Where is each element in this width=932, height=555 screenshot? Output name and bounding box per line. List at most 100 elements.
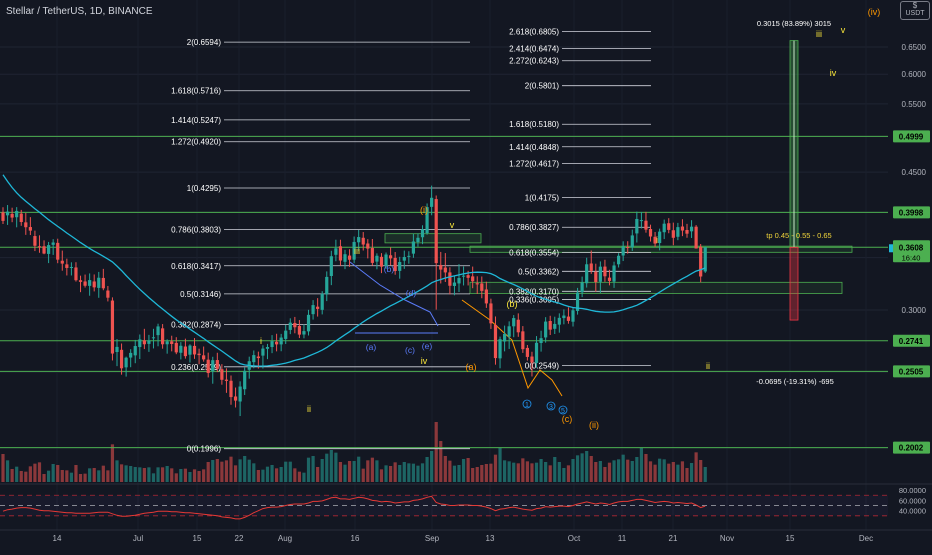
candle-body — [352, 241, 356, 260]
volume-bar — [703, 467, 707, 482]
volume-bar — [425, 457, 429, 482]
volume-bar — [83, 473, 87, 482]
level-tag-0: 0.4999 — [899, 132, 924, 141]
candle-body — [142, 340, 146, 345]
volume-bar — [56, 465, 60, 482]
candle-body — [92, 281, 96, 288]
zone-box-support — [469, 281, 843, 294]
volume-bar — [133, 467, 137, 482]
volume-bar — [101, 465, 105, 482]
y-tick-label-1: 0.6000 — [902, 70, 927, 79]
candle-body — [233, 396, 238, 401]
volume-bar — [110, 444, 115, 482]
fib1-label-0: 2(0.6594) — [187, 38, 222, 47]
candle-body — [311, 305, 315, 315]
candle-body — [525, 347, 529, 357]
candle-body — [297, 325, 301, 335]
sub-wave-circle-1 — [546, 401, 556, 411]
candle-body — [47, 245, 51, 254]
x-tick-label-8: Oct — [568, 534, 581, 543]
candle-body — [667, 223, 671, 230]
candle-body — [594, 271, 598, 283]
candle-body — [74, 267, 78, 281]
candle-body — [338, 246, 343, 261]
volume-bar — [370, 457, 374, 482]
y-tick-label-0: 0.6500 — [902, 43, 927, 52]
volume-bar — [575, 455, 580, 482]
level-tag-bg-2 — [893, 240, 930, 263]
level-tag-bg-5 — [893, 441, 930, 454]
candle-body — [192, 345, 197, 355]
volume-bar — [439, 441, 443, 482]
volume-bar — [65, 470, 69, 482]
wave-label-yellow-3: iv — [421, 356, 428, 366]
candle-body — [580, 282, 584, 293]
volume-bar — [507, 461, 511, 482]
candle-body — [56, 242, 60, 260]
candle-body — [617, 255, 621, 265]
candle-body — [539, 338, 543, 344]
volume-bar — [434, 422, 438, 482]
wave-label-orange-3: (a) — [466, 362, 477, 372]
zone-box-upper — [384, 233, 482, 244]
volume-bar — [106, 470, 110, 482]
volume-bar — [238, 459, 242, 482]
volume-bar — [352, 461, 356, 482]
sub-wave-label-0: 1 — [525, 402, 529, 409]
candle-body — [425, 207, 429, 234]
candle-body — [512, 318, 516, 327]
candle-body — [398, 262, 402, 271]
volume-bar — [174, 473, 178, 482]
volume-bar — [548, 465, 552, 482]
wave-label-yellow-4: v — [450, 220, 455, 230]
volume-bar — [516, 463, 520, 482]
fib2-label-1: 2.414(0.6474) — [509, 44, 559, 53]
candle-body — [78, 280, 83, 282]
candle-body — [671, 230, 675, 238]
volume-bar — [379, 469, 384, 482]
volume-bar — [270, 465, 274, 482]
candle-body — [37, 246, 42, 248]
candle-body — [662, 223, 666, 233]
volume-bar — [635, 457, 639, 482]
volume-bar — [489, 463, 493, 482]
volume-bar — [129, 466, 133, 482]
volume-bar — [411, 463, 415, 482]
fib1-label-8: 0.382(0.2874) — [171, 321, 221, 330]
volume-bar — [594, 462, 598, 482]
measure-down-box — [789, 246, 799, 321]
wave-label-yellow-8: iv — [830, 68, 837, 78]
candle-body — [65, 264, 69, 268]
candle-body — [243, 370, 247, 390]
candle-body — [630, 235, 634, 248]
volume-bar — [534, 462, 539, 482]
volume-bar — [28, 466, 32, 482]
level-tag-1: 0.3998 — [899, 208, 924, 217]
candle-body — [174, 342, 178, 353]
candle-body — [379, 256, 384, 267]
candle-body — [156, 326, 160, 336]
volume-bar — [398, 465, 402, 482]
volume-bar — [448, 460, 452, 482]
sub-wave-circle-0 — [522, 399, 532, 409]
volume-bar — [361, 468, 365, 482]
candle-body — [119, 349, 124, 369]
candle-body — [648, 229, 653, 237]
fib2-label-11: 0.382(0.3170) — [509, 287, 559, 296]
fib2-label-8: 0.786(0.3827) — [509, 223, 559, 232]
candle-body — [343, 254, 347, 262]
volume-bar — [630, 461, 634, 482]
volume-bar — [33, 463, 37, 482]
y-tick-label-4: 0.4500 — [902, 168, 927, 177]
volume-bar — [183, 468, 187, 482]
candle-body — [644, 220, 648, 230]
volume-bar — [42, 474, 46, 482]
dollar-icon: $ — [912, 1, 918, 10]
volume-bar — [275, 468, 279, 482]
level-tag-3: 0.2741 — [899, 337, 924, 346]
candle-body — [24, 222, 28, 228]
currency-badge[interactable]: $ USDT — [900, 1, 930, 20]
x-tick-label-3: 22 — [235, 534, 244, 543]
